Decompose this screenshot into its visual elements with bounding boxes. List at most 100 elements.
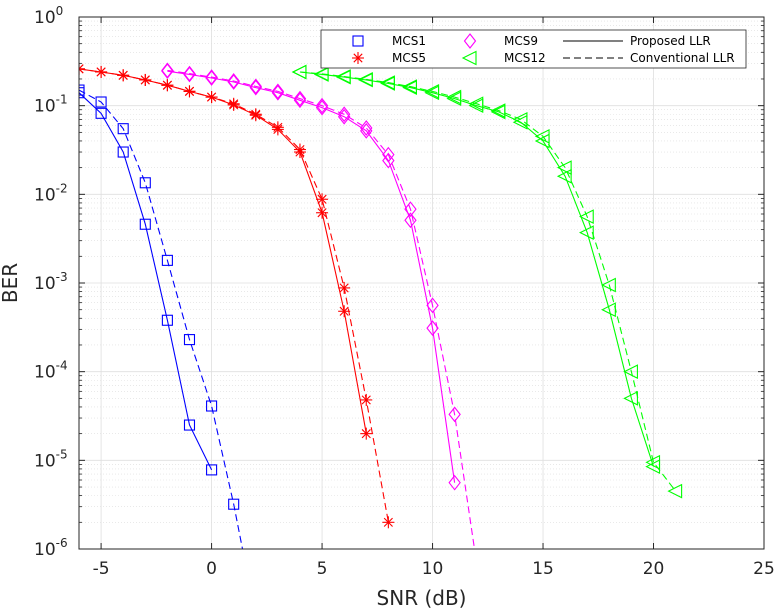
y-tick-exponent: 0 xyxy=(56,4,64,18)
asterisk-stroke xyxy=(140,75,150,85)
y-tick-exponent: -3 xyxy=(56,270,68,284)
y-tick-label: 10-6 xyxy=(34,536,68,560)
asterisk-stroke xyxy=(383,517,393,527)
marker-asterisk xyxy=(79,62,85,75)
marker-square xyxy=(139,218,151,230)
marker-diamond xyxy=(271,83,285,100)
y-tick-exponent: -6 xyxy=(56,536,68,550)
marker-triangle xyxy=(623,390,638,406)
marker-asterisk xyxy=(183,85,196,98)
x-tick-label: 5 xyxy=(317,559,328,579)
asterisk-stroke xyxy=(79,64,84,70)
y-tick-label: 10-5 xyxy=(34,447,68,471)
asterisk-stroke xyxy=(317,208,327,218)
marker-triangle xyxy=(335,69,351,84)
legend-label: Proposed LLR xyxy=(630,34,711,48)
marker-triangle xyxy=(446,89,462,105)
series-line xyxy=(167,69,476,549)
marker-square xyxy=(352,35,364,47)
marker-triangle xyxy=(291,64,307,80)
marker-square xyxy=(228,498,240,510)
marker-triangle xyxy=(402,79,418,95)
marker-diamond xyxy=(404,212,417,229)
marker-asterisk xyxy=(338,305,351,318)
marker-asterisk xyxy=(139,73,152,86)
marker-diamond xyxy=(463,33,477,49)
asterisk-stroke xyxy=(361,395,371,405)
marker-square xyxy=(183,419,196,431)
legend-item-proposed-llr: Proposed LLR xyxy=(563,34,711,48)
y-tick-base: 10 xyxy=(34,97,56,117)
legend-label: MCS12 xyxy=(504,51,546,65)
asterisk-stroke xyxy=(206,92,217,102)
marker-triangle xyxy=(534,129,550,144)
marker-triangle xyxy=(578,209,594,225)
series-line xyxy=(299,71,677,492)
marker-diamond xyxy=(293,90,307,107)
marker-square xyxy=(117,123,129,135)
axes xyxy=(78,16,765,550)
asterisk-stroke xyxy=(361,429,371,439)
y-tick-base: 10 xyxy=(34,185,56,205)
marker-square xyxy=(95,107,107,119)
legend-item-mcs1: MCS1 xyxy=(352,34,426,48)
marker-diamond xyxy=(249,79,262,96)
series-layer xyxy=(79,62,683,549)
marker-triangle xyxy=(468,96,484,112)
x-axis-label: SNR (dB) xyxy=(377,586,467,610)
series-line xyxy=(79,92,213,471)
marker-diamond xyxy=(227,74,240,90)
marker-asterisk xyxy=(117,69,130,82)
marker-triangle xyxy=(578,225,594,241)
legend-box xyxy=(320,29,747,69)
marker-diamond xyxy=(205,70,218,86)
asterisk-stroke xyxy=(118,70,128,80)
x-tick-label: 0 xyxy=(206,559,217,579)
series-mcs9-conventional-llr xyxy=(161,62,476,549)
marker-diamond xyxy=(382,152,395,169)
marker-triangle xyxy=(667,483,683,499)
marker-asterisk xyxy=(352,52,364,64)
marker-diamond xyxy=(161,62,174,79)
marker-square xyxy=(206,400,218,412)
y-tick-base: 10 xyxy=(34,540,56,560)
marker-square xyxy=(95,96,107,108)
marker-asterisk xyxy=(316,206,329,219)
asterisk-stroke xyxy=(96,67,106,77)
y-tick-label: 10-4 xyxy=(34,359,68,383)
marker-square xyxy=(206,464,218,476)
asterisk-stroke xyxy=(79,68,84,74)
asterisk-stroke xyxy=(229,99,239,109)
y-tick-label: 10-1 xyxy=(34,93,68,117)
asterisk-stroke xyxy=(339,283,349,293)
marker-triangle xyxy=(623,364,638,380)
marker-triangle xyxy=(380,75,395,90)
marker-triangle xyxy=(358,71,373,87)
series-mcs12-conventional-llr xyxy=(291,64,683,499)
y-tick-exponent: -4 xyxy=(56,359,68,373)
y-tick-base: 10 xyxy=(34,274,56,294)
marker-diamond xyxy=(205,69,218,85)
marker-diamond xyxy=(360,120,373,136)
y-tick-exponent: -1 xyxy=(56,93,68,107)
legend-label: MCS9 xyxy=(504,34,538,48)
marker-diamond xyxy=(227,73,240,89)
marker-triangle xyxy=(645,454,661,470)
marker-triangle xyxy=(313,66,329,82)
series-line xyxy=(79,89,244,549)
marker-square xyxy=(161,314,173,326)
series-mcs5-conventional-llr xyxy=(79,62,395,529)
legend-label: MCS1 xyxy=(392,34,426,48)
marker-diamond xyxy=(404,201,417,218)
marker-diamond xyxy=(315,99,329,116)
y-tick-base: 10 xyxy=(34,8,56,28)
asterisk-stroke xyxy=(339,306,349,316)
marker-diamond xyxy=(337,106,351,123)
x-tick-label: 20 xyxy=(643,559,665,579)
marker-triangle xyxy=(556,168,572,184)
x-tick-label: 15 xyxy=(532,559,554,579)
y-tick-base: 10 xyxy=(34,363,56,383)
legend-label: MCS5 xyxy=(392,51,426,65)
asterisk-stroke xyxy=(184,86,195,96)
